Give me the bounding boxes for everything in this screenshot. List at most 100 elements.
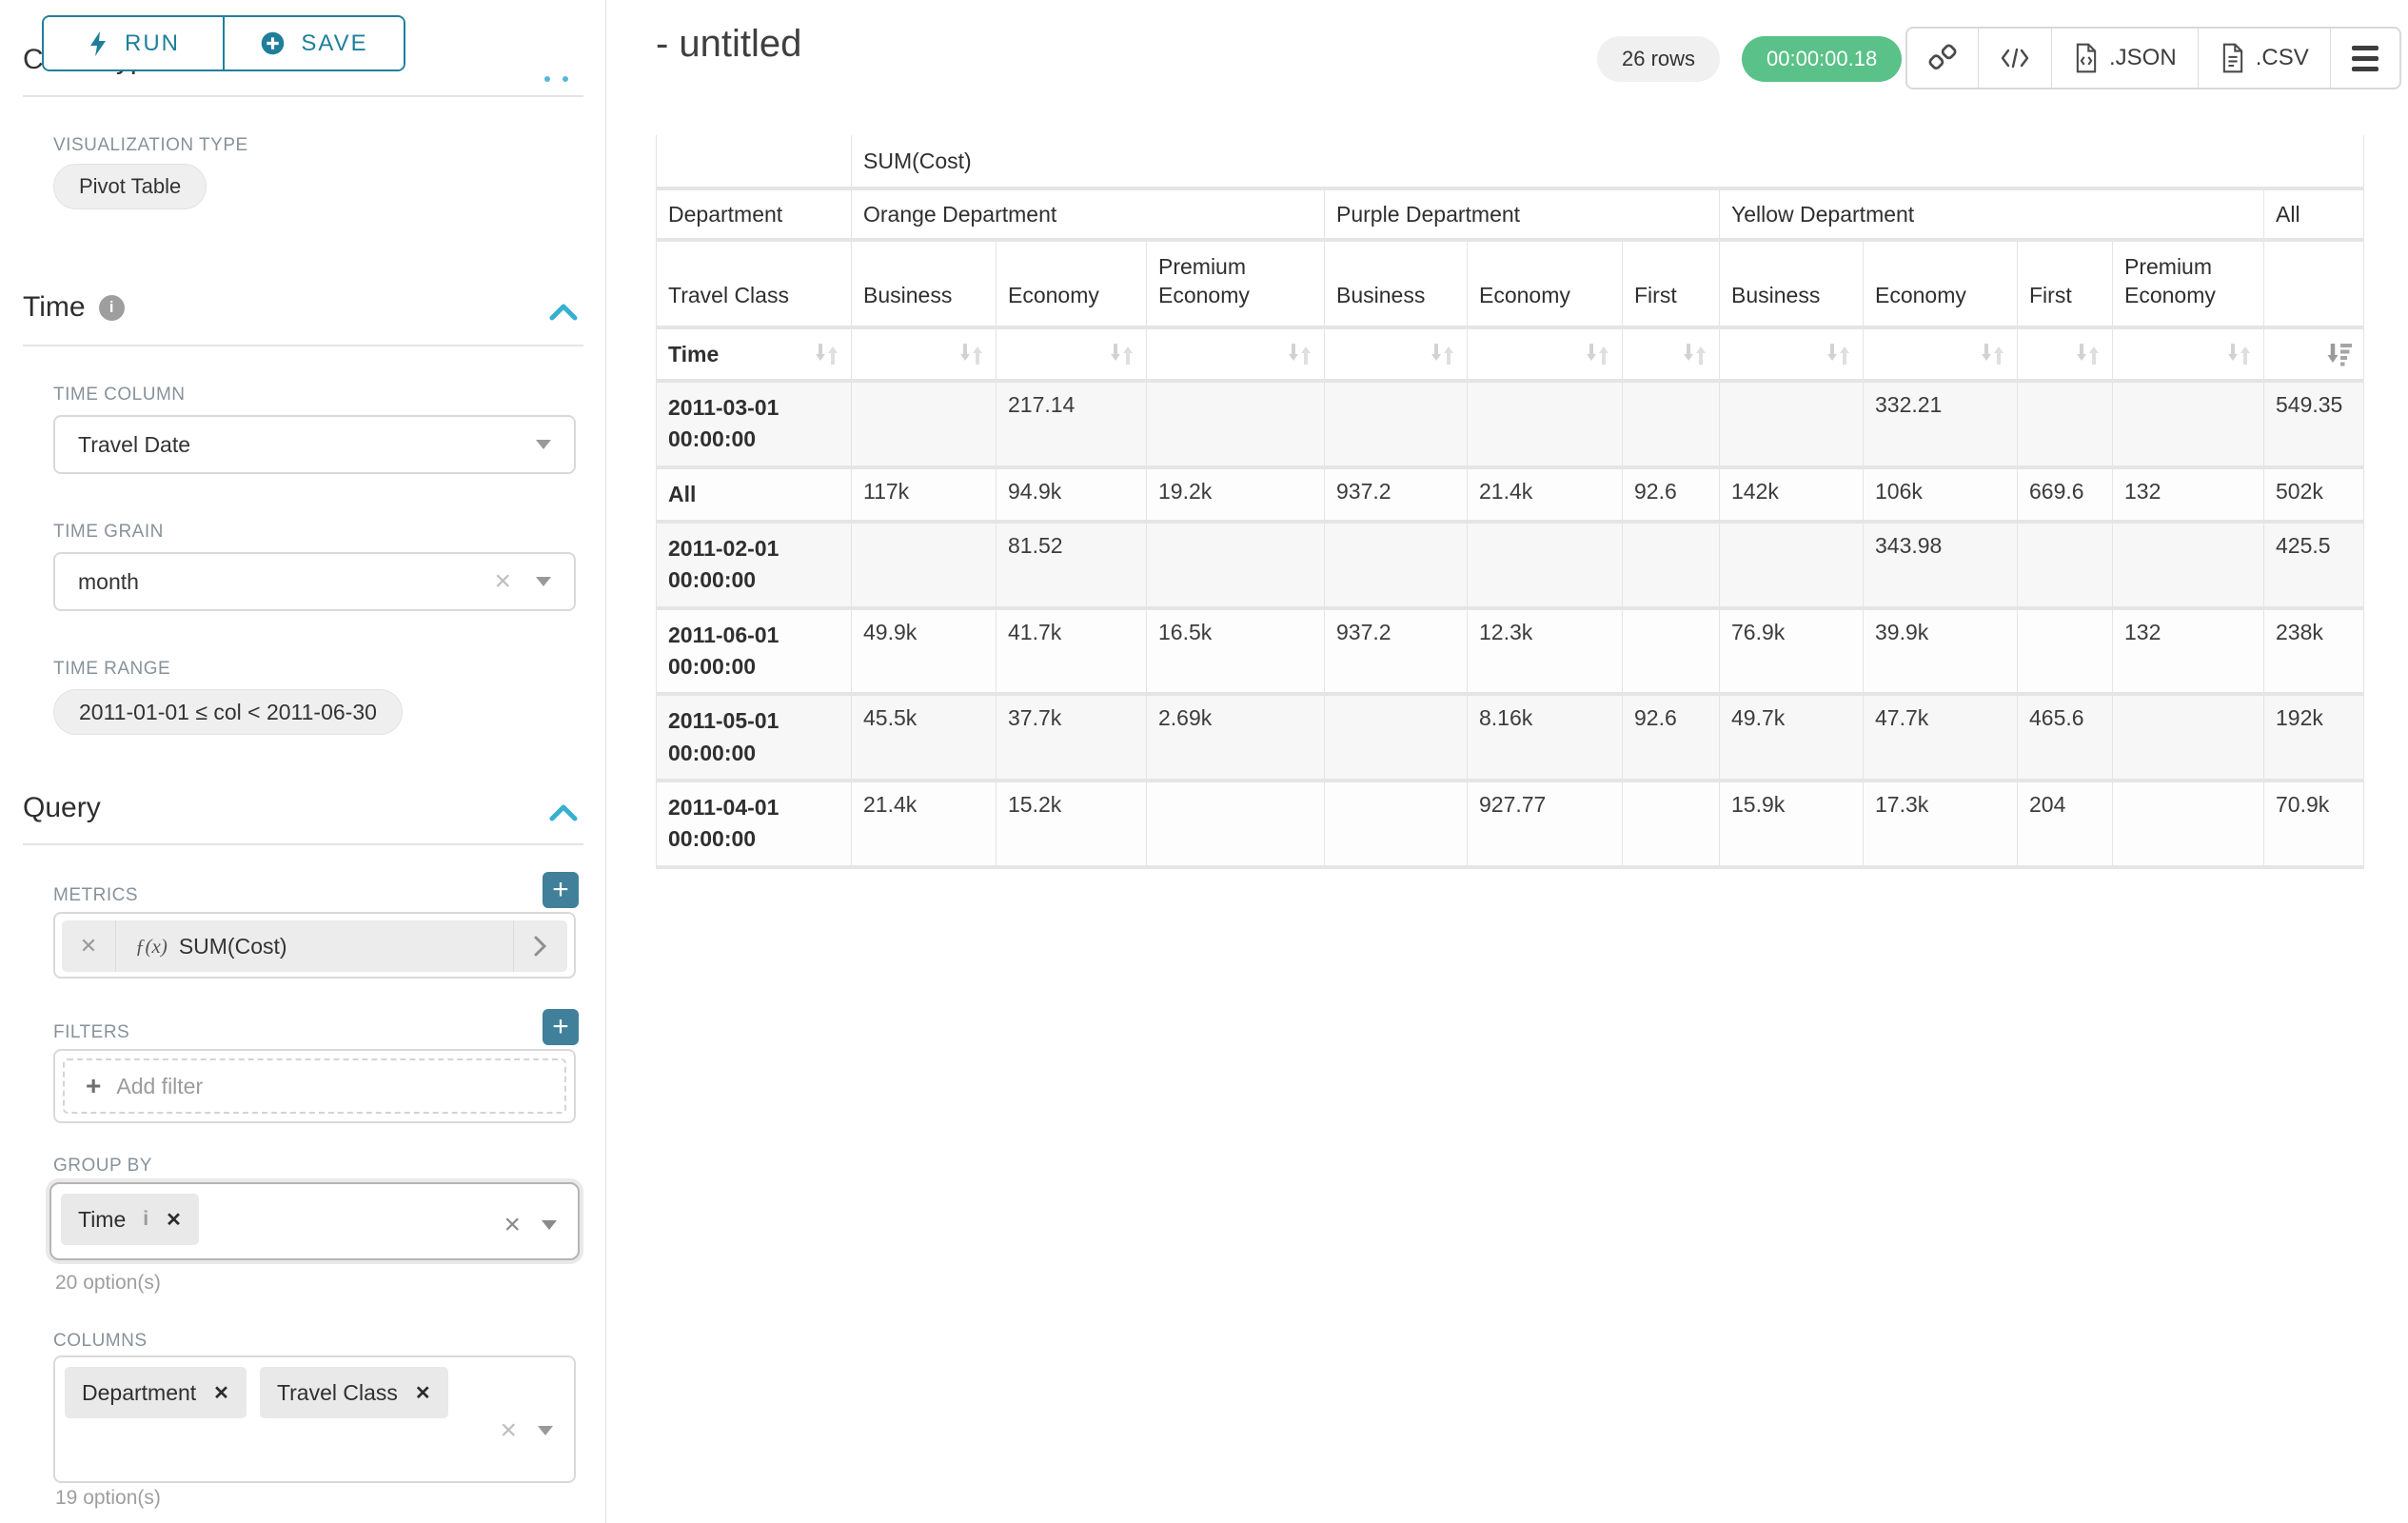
selected-option-pill[interactable]: Time i ✕ xyxy=(61,1194,199,1245)
query-section-title: Query xyxy=(23,792,101,823)
columns-pills: Department ✕ Travel Class ✕ xyxy=(55,1357,574,1428)
view-query-button[interactable] xyxy=(1979,29,2051,88)
department-header-cell: Purple Department xyxy=(1324,188,1720,242)
export-csv-button[interactable]: .CSV xyxy=(2199,29,2330,88)
info-icon: i xyxy=(98,294,125,321)
value-cell: 81.52 xyxy=(996,522,1147,610)
hamburger-icon xyxy=(2351,45,2378,71)
time-grain-select[interactable]: month × xyxy=(53,552,576,611)
chart-title[interactable]: - untitled xyxy=(656,23,802,65)
remove-pill-icon[interactable]: ✕ xyxy=(414,1382,431,1404)
sort-icon[interactable] xyxy=(2074,341,2102,367)
value-cell xyxy=(1324,522,1468,610)
value-cell xyxy=(1622,381,1720,469)
clear-icon[interactable]: × xyxy=(500,1414,517,1446)
sortable-column-cell[interactable] xyxy=(1719,327,1864,383)
selected-option-pill[interactable]: Department ✕ xyxy=(65,1367,247,1418)
export-json-button[interactable]: .JSON xyxy=(2052,29,2198,88)
time-range-chip[interactable]: 2011-01-01 ≤ col < 2011-06-30 xyxy=(53,689,403,735)
metrics-box: ✕ ƒ(x) SUM(Cost) xyxy=(53,912,576,979)
expand-metric-icon[interactable] xyxy=(514,934,567,959)
sortable-column-cell[interactable] xyxy=(1622,327,1720,383)
table-row: 2011-04-01 00:00:00 21.4k 15.2k 927.77 15.9k… xyxy=(656,781,2364,869)
value-cell: 8.16k xyxy=(1467,694,1623,783)
plus-circle-icon xyxy=(262,31,285,55)
run-button[interactable]: RUN xyxy=(44,17,223,69)
sortable-column-cell[interactable] xyxy=(1863,327,2018,383)
scroll-indicator-dot xyxy=(563,76,568,82)
metric-header-cell: SUM(Cost) xyxy=(851,135,2364,190)
row-header: 2011-06-01 00:00:00 xyxy=(656,607,852,697)
travel-class-header-cell: Economy xyxy=(996,240,1147,329)
group-by-label: GROUP BY xyxy=(53,1156,152,1176)
value-cell: 16.5k xyxy=(1146,607,1325,697)
sort-icon[interactable] xyxy=(1979,341,2007,367)
sort-icon[interactable] xyxy=(1108,341,1136,367)
sortable-column-cell[interactable] xyxy=(2263,327,2364,383)
remove-metric-icon[interactable]: ✕ xyxy=(79,934,98,958)
section-divider xyxy=(23,843,583,845)
clear-icon[interactable]: × xyxy=(503,1209,521,1240)
value-cell xyxy=(851,381,997,469)
sortable-column-cell[interactable] xyxy=(2112,327,2264,383)
value-cell: 117k xyxy=(851,466,997,524)
value-cell xyxy=(1467,522,1623,610)
metric-pill[interactable]: ✕ ƒ(x) SUM(Cost) xyxy=(62,920,567,972)
value-cell xyxy=(1324,781,1468,869)
control-panel: Chart Type RUN SAVE VISUALIZATION TYPE P… xyxy=(0,0,606,1523)
sortable-column-cell[interactable] xyxy=(851,327,997,383)
value-cell: 70.9k xyxy=(2263,781,2364,869)
sort-icon[interactable] xyxy=(1825,341,1853,367)
share-link-button[interactable] xyxy=(1907,29,1978,88)
remove-pill-icon[interactable]: ✕ xyxy=(166,1209,182,1231)
collapse-time-icon[interactable] xyxy=(547,301,580,324)
sort-icon[interactable] xyxy=(2225,341,2254,367)
add-metric-button[interactable]: + xyxy=(543,872,579,908)
pivot-table: SUM(Cost) Department Orange Department Purp… xyxy=(656,135,2364,869)
value-cell: 927.77 xyxy=(1467,781,1623,869)
viz-type-chip[interactable]: Pivot Table xyxy=(53,164,207,209)
value-cell: 217.14 xyxy=(996,381,1147,469)
travel-class-header-cell: Business xyxy=(1324,240,1468,329)
value-cell: 17.3k xyxy=(1863,781,2018,869)
menu-button[interactable] xyxy=(2331,29,2399,88)
value-cell xyxy=(1622,522,1720,610)
time-header-cell[interactable]: Time xyxy=(656,327,852,383)
sort-icon[interactable] xyxy=(1584,341,1612,367)
value-cell xyxy=(1324,381,1468,469)
columns-select[interactable]: Department ✕ Travel Class ✕ × xyxy=(53,1355,576,1483)
value-cell: 12.3k xyxy=(1467,607,1623,697)
sort-desc-active-icon[interactable] xyxy=(2325,341,2354,367)
sort-icon[interactable] xyxy=(957,341,986,367)
value-cell xyxy=(1622,781,1720,869)
collapse-query-icon[interactable] xyxy=(547,801,580,824)
sort-icon[interactable] xyxy=(1429,341,1457,367)
filters-label: FILTERS xyxy=(53,1022,130,1042)
selected-option-pill[interactable]: Travel Class ✕ xyxy=(259,1367,448,1418)
sort-icon[interactable] xyxy=(1286,341,1314,367)
value-cell: 132 xyxy=(2112,466,2264,524)
value-cell xyxy=(2112,522,2264,610)
sortable-column-cell[interactable] xyxy=(1467,327,1623,383)
sortable-column-cell[interactable] xyxy=(1324,327,1468,383)
travel-class-header-cell: First xyxy=(1622,240,1720,329)
department-header-cell: Orange Department xyxy=(851,188,1325,242)
clear-icon[interactable]: × xyxy=(494,565,511,597)
add-filter-button[interactable]: + Add filter xyxy=(63,1058,566,1114)
sortable-column-cell[interactable] xyxy=(996,327,1147,383)
chevron-down-icon xyxy=(542,1220,557,1230)
travel-class-header-cell: Premium Economy xyxy=(2112,240,2264,329)
group-by-select[interactable]: Time i ✕ × xyxy=(49,1182,580,1260)
time-column-select[interactable]: Travel Date xyxy=(53,415,576,474)
sort-icon[interactable] xyxy=(813,341,841,367)
table-row: 2011-06-01 00:00:00 49.9k 41.7k 16.5k 937.2 1… xyxy=(656,607,2364,697)
value-cell: 192k xyxy=(2263,694,2364,783)
sort-icon[interactable] xyxy=(1681,341,1709,367)
remove-pill-icon[interactable]: ✕ xyxy=(213,1382,229,1404)
sortable-column-cell[interactable] xyxy=(2017,327,2113,383)
row-count-badge: 26 rows xyxy=(1597,36,1721,82)
save-button[interactable]: SAVE xyxy=(225,17,404,69)
sortable-column-cell[interactable] xyxy=(1146,327,1325,383)
add-filter-plus-button[interactable]: + xyxy=(543,1009,579,1045)
